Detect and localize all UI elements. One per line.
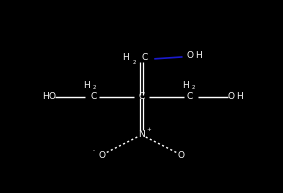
- Text: C: C: [141, 53, 147, 62]
- Text: H: H: [83, 81, 90, 90]
- Text: H: H: [42, 92, 49, 101]
- Text: 2: 2: [192, 85, 196, 90]
- Text: C: C: [186, 92, 193, 101]
- Text: O: O: [186, 52, 193, 60]
- Text: H: H: [123, 53, 129, 62]
- Text: O: O: [227, 92, 234, 101]
- Text: O: O: [98, 151, 105, 160]
- Text: 2: 2: [133, 60, 136, 65]
- Text: H: H: [182, 81, 189, 90]
- Text: O: O: [178, 151, 185, 160]
- Text: C: C: [138, 92, 145, 101]
- Text: O: O: [49, 92, 56, 101]
- Text: H: H: [236, 92, 243, 101]
- Text: 2: 2: [93, 85, 96, 90]
- Text: N: N: [138, 130, 145, 139]
- Text: H: H: [195, 52, 201, 60]
- Text: +: +: [146, 127, 151, 132]
- Text: C: C: [90, 92, 97, 101]
- Text: -: -: [92, 148, 95, 153]
